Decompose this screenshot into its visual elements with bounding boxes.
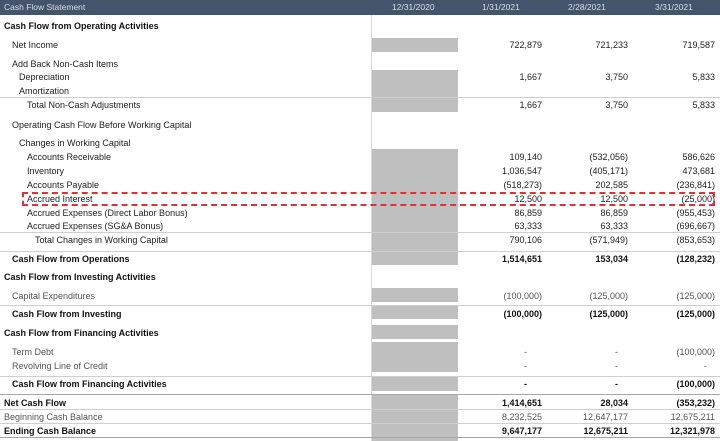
divider [0,97,720,98]
row-accrued-sga: Accrued Expenses (SG&A Bonus) 63,333 63,33… [27,221,715,231]
highlight-box-accrued-interest [22,192,715,206]
gray-cell [372,288,458,302]
gray-cell [372,394,458,441]
row-cf-operations: Cash Flow from Operations 1,514,651 153,03… [12,254,715,264]
row-net-cash-flow: Net Cash Flow 1,414,651 28,034 (353,232) [4,398,715,408]
row-inventory: Inventory 1,036,547 (405,171) 473,681 [27,166,715,176]
gray-cell [372,70,458,112]
col-header-1[interactable]: 12/31/2020 [392,2,435,12]
col-header-2[interactable]: 1/31/2021 [482,2,520,12]
row-revolver: Revolving Line of Credit - - - [12,361,707,371]
divider [0,232,720,233]
row-amortization: Amortization [19,86,70,96]
row-total-noncash: Total Non-Cash Adjustments 1,667 3,750 5,83… [27,100,715,110]
divider [0,437,720,438]
col-header-4[interactable]: 3/31/2021 [655,2,693,12]
divider [0,305,720,306]
header-row: Cash Flow Statement 12/31/2020 1/31/2021… [0,0,720,15]
row-total-wc: Total Changes in Working Capital 790,106(… [35,235,715,245]
gray-cell [372,38,458,52]
row-term-debt: Term Debt - - (100,000) [12,347,715,357]
row-ar: Accounts Receivable 109,140 (532,056) 586,6… [27,152,715,162]
divider [0,409,720,410]
divider [0,251,720,252]
row-cf-investing: Cash Flow from Investing (100,000) (125,00… [12,309,715,319]
gray-cell [372,305,458,319]
gray-cell [372,325,458,339]
row-ap: Accounts Payable (518,273) 202,585 (236,841… [27,180,715,190]
row-depreciation: Depreciation 1,667 3,750 5,833 [19,72,715,82]
col-header-3[interactable]: 2/28/2021 [568,2,606,12]
gray-cell [372,377,458,391]
row-changes-wc: Changes in Working Capital [19,138,131,148]
sheet-title: Cash Flow Statement [4,2,86,12]
column-divider [371,15,372,441]
row-opcf-before-wc: Operating Cash Flow Before Working Capit… [12,120,192,130]
row-beginning-cash: Beginning Cash Balance 8,232,525 12,647,17… [4,412,715,422]
gray-cell [372,342,458,372]
section-operating: Cash Flow from Operating Activities [4,21,159,31]
row-net-income: Net Income 722,879 721,233 719,587 [12,40,715,50]
section-financing: Cash Flow from Financing Activities [4,328,159,338]
row-capex: Capital Expenditures (100,000) (125,000) (1… [12,291,715,301]
section-investing: Cash Flow from Investing Activities [4,272,156,282]
row-accrued-interest: Accrued Interest 12,500 12,500 (25,000) [27,194,715,204]
gray-cell [372,149,458,265]
divider [0,376,720,377]
row-ending-cash: Ending Cash Balance 9,647,177 12,675,211 12… [4,426,715,436]
row-add-back: Add Back Non-Cash Items [12,59,119,69]
divider [0,394,720,395]
divider [0,423,720,424]
row-cf-financing: Cash Flow from Financing Activities - - (10… [12,379,715,389]
row-accrued-direct-labor: Accrued Expenses (Direct Labor Bonus) 86,… [27,208,715,218]
